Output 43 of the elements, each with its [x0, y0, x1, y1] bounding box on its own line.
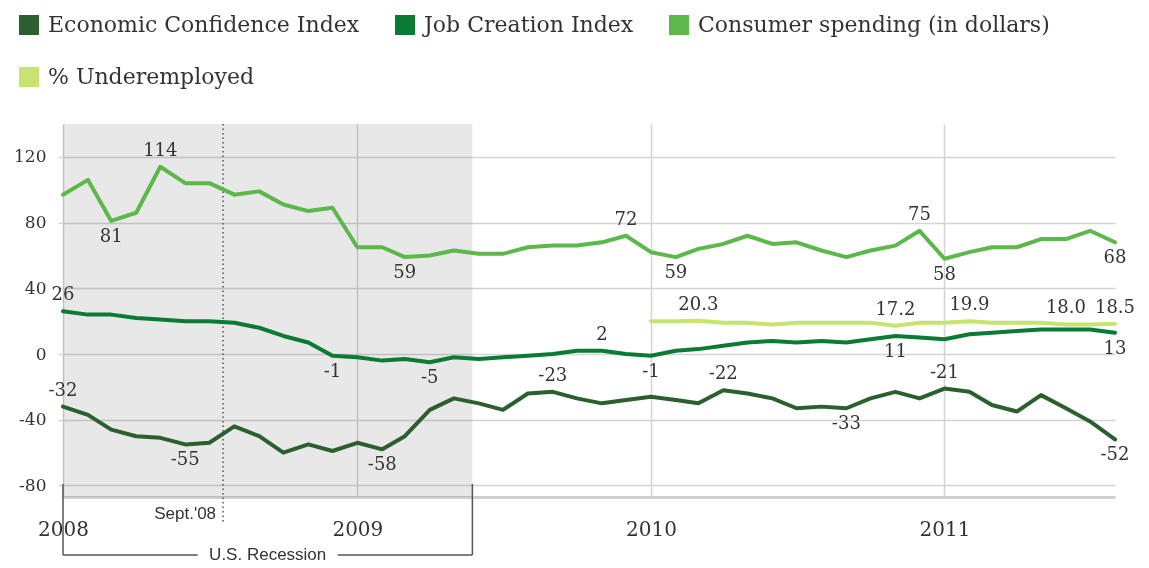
data-label: 13: [1103, 336, 1127, 358]
data-label: 18.5: [1094, 295, 1136, 317]
data-label: -33: [831, 412, 861, 434]
data-label: -1: [323, 359, 342, 381]
legend-label: Job Creation Index: [422, 12, 634, 37]
band-label: U.S. Recession: [209, 545, 327, 564]
y-tick-label: -80: [19, 475, 47, 495]
data-label: 75: [908, 202, 932, 224]
data-label: -21: [929, 360, 959, 382]
data-label: -5: [420, 366, 439, 388]
data-label: 19.9: [949, 293, 990, 315]
data-label: 59: [393, 261, 417, 283]
data-label: -55: [170, 448, 200, 470]
data-label: 2: [596, 322, 608, 344]
data-label: -52: [1100, 443, 1130, 465]
data-label: 68: [1103, 246, 1127, 268]
legend-label: Economic Confidence Index: [48, 12, 360, 37]
data-label: 20.3: [678, 292, 719, 314]
data-label: 17.2: [875, 297, 916, 319]
legend-label: Consumer spending (in dollars): [698, 12, 1050, 37]
y-tick-label: 120: [14, 146, 47, 167]
x-tick-label: 2009: [332, 516, 384, 541]
data-label: 11: [883, 339, 907, 361]
y-tick-label: 40: [24, 277, 47, 298]
data-label: 26: [51, 283, 75, 305]
data-label: 59: [664, 261, 688, 283]
data-label: 72: [614, 207, 638, 229]
data-label: -58: [367, 453, 397, 475]
data-label: -23: [538, 363, 568, 385]
x-tick-label: 2010: [625, 516, 677, 541]
y-tick-label: -40: [19, 409, 47, 430]
data-label: -32: [48, 378, 78, 400]
data-label: 18.0: [1045, 296, 1086, 318]
y-tick-label: 0: [35, 343, 47, 364]
legend-label: % Underemployed: [48, 64, 255, 89]
y-tick-label: 80: [24, 212, 47, 233]
data-label: -1: [642, 359, 660, 381]
data-label: 114: [143, 138, 178, 160]
ref-line-label: Sept.'08: [154, 504, 217, 523]
data-label: 81: [99, 224, 123, 246]
data-label: -22: [708, 362, 738, 384]
x-tick-label: 2011: [919, 516, 971, 541]
data-label: 58: [933, 262, 956, 284]
